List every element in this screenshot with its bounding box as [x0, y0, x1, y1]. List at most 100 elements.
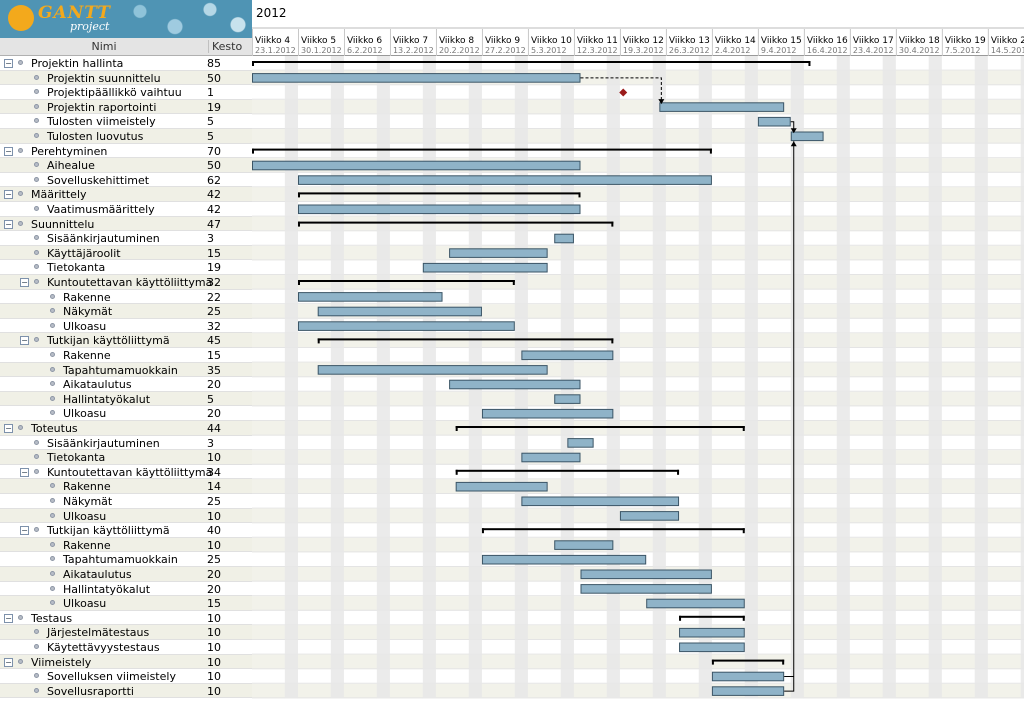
task-duration[interactable]: 5: [207, 392, 214, 406]
task-bar[interactable]: [554, 233, 574, 244]
task-row[interactable]: Käyttäjäroolit 15: [0, 245, 252, 261]
task-duration[interactable]: 62: [207, 173, 221, 187]
task-bar[interactable]: [619, 511, 680, 521]
task-duration[interactable]: 15: [207, 349, 221, 362]
task-name[interactable]: Projektin hallinta: [31, 57, 124, 70]
task-bar[interactable]: [659, 102, 785, 112]
task-bar[interactable]: [521, 350, 614, 361]
task-name[interactable]: Perehtyminen: [31, 144, 108, 158]
task-name[interactable]: Hallintatyökalut: [63, 392, 151, 406]
task-row[interactable]: Rakenne 14: [0, 479, 252, 494]
collapse-toggle-icon[interactable]: −: [4, 146, 13, 156]
column-header-duration[interactable]: Kesto: [208, 40, 252, 53]
collapse-toggle-icon[interactable]: −: [4, 190, 13, 200]
task-row[interactable]: Tulosten viimeistely 5: [0, 114, 252, 129]
task-duration[interactable]: 3: [207, 232, 214, 246]
task-name[interactable]: Käyttäjäroolit: [47, 246, 121, 260]
task-row[interactable]: − Määrittely 42: [0, 187, 252, 202]
task-name[interactable]: Tulosten luovutus: [47, 130, 144, 143]
task-row[interactable]: − Toteutus 44: [0, 421, 252, 436]
milestone-diamond-icon[interactable]: [619, 88, 628, 97]
task-row[interactable]: Ulkoasu 32: [0, 318, 252, 334]
collapse-toggle-icon[interactable]: −: [4, 59, 13, 68]
task-name[interactable]: Tutkijan käyttöliittymä: [47, 524, 170, 538]
collapse-toggle-icon[interactable]: −: [20, 467, 29, 477]
task-name[interactable]: Rakenne: [63, 290, 111, 304]
gantt-chart[interactable]: 2012 Viikko 4 23.1.2012 Viikko 5 30.1.2012 Vi…: [252, 0, 1024, 699]
task-name[interactable]: Kuntoutettavan käyttöliittymä: [47, 276, 213, 289]
task-name[interactable]: Ulkoasu: [63, 319, 107, 333]
task-bar[interactable]: [554, 394, 581, 404]
task-duration[interactable]: 10: [207, 538, 221, 552]
task-name[interactable]: Rakenne: [63, 480, 111, 494]
task-name[interactable]: Projektin raportointi: [47, 100, 157, 114]
task-row[interactable]: Rakenne 15: [0, 348, 252, 363]
task-bar[interactable]: [317, 306, 482, 317]
task-row[interactable]: Ulkoasu 10: [0, 508, 252, 524]
task-row[interactable]: Tapahtumamuokkain 25: [0, 552, 252, 567]
task-row[interactable]: Rakenne 22: [0, 289, 252, 305]
task-name[interactable]: Sovellusraportti: [47, 684, 134, 698]
task-row[interactable]: − Kuntoutettavan käyttöliittymä 32: [0, 275, 252, 290]
task-name[interactable]: Sovelluksen viimeistely: [47, 670, 176, 684]
summary-bar[interactable]: [297, 192, 581, 195]
task-row[interactable]: Hallintatyökalut 20: [0, 581, 252, 597]
task-bar[interactable]: [521, 452, 581, 463]
task-row[interactable]: Sovelluskehittimet 62: [0, 172, 252, 188]
task-duration[interactable]: 25: [207, 495, 221, 508]
task-name[interactable]: Tietokanta: [47, 261, 106, 275]
task-duration[interactable]: 40: [207, 524, 221, 538]
task-row[interactable]: Sovelluksen viimeistely 10: [0, 669, 252, 684]
task-row[interactable]: Ulkoasu 20: [0, 406, 252, 421]
task-name[interactable]: Sovelluskehittimet: [47, 173, 150, 187]
task-duration[interactable]: 10: [207, 509, 221, 523]
task-duration[interactable]: 10: [207, 641, 221, 654]
task-row[interactable]: − Tutkijan käyttöliittymä 40: [0, 523, 252, 538]
task-duration[interactable]: 25: [207, 305, 221, 319]
task-row[interactable]: Vaatimusmäärittely 42: [0, 202, 252, 217]
task-name[interactable]: Aihealue: [47, 159, 95, 173]
task-name[interactable]: Hallintatyökalut: [63, 582, 151, 596]
task-bar[interactable]: [422, 262, 548, 273]
task-duration[interactable]: 44: [207, 422, 221, 435]
task-row[interactable]: Sisäänkirjautuminen 3: [0, 231, 252, 246]
summary-bar[interactable]: [317, 338, 614, 341]
column-header-name[interactable]: Nimi: [91, 40, 117, 53]
task-name[interactable]: Projektipäällikkö vaihtuu: [47, 86, 182, 100]
task-bar[interactable]: [297, 175, 712, 185]
task-name[interactable]: Vaatimusmäärittely: [47, 203, 155, 216]
task-duration[interactable]: 3: [207, 436, 214, 450]
task-bar[interactable]: [711, 686, 785, 696]
task-duration[interactable]: 19: [207, 100, 221, 114]
task-duration[interactable]: 22: [207, 290, 221, 304]
task-duration[interactable]: 10: [207, 670, 221, 684]
task-name[interactable]: Ulkoasu: [63, 407, 107, 421]
task-name[interactable]: Aikataulutus: [63, 378, 132, 392]
task-bar[interactable]: [567, 438, 594, 448]
task-bar[interactable]: [455, 481, 548, 492]
task-name[interactable]: Määrittely: [31, 188, 87, 202]
task-row[interactable]: Aihealue 50: [0, 158, 252, 173]
task-bar[interactable]: [554, 540, 614, 550]
task-duration[interactable]: 70: [207, 144, 221, 158]
task-name[interactable]: Ulkoasu: [63, 597, 107, 611]
collapse-toggle-icon[interactable]: −: [4, 219, 13, 229]
task-duration[interactable]: 14: [207, 480, 221, 494]
task-duration[interactable]: 45: [207, 334, 221, 348]
task-row[interactable]: Projektin suunnittelu 50: [0, 70, 252, 86]
summary-bar[interactable]: [297, 280, 515, 282]
task-row[interactable]: − Perehtyminen 70: [0, 143, 252, 159]
task-name[interactable]: Sisäänkirjautuminen: [47, 436, 160, 450]
task-name[interactable]: Rakenne: [63, 538, 111, 552]
task-name[interactable]: Ulkoasu: [63, 509, 107, 523]
task-name[interactable]: Aikataulutus: [63, 568, 132, 581]
task-name[interactable]: Sisäänkirjautuminen: [47, 232, 160, 246]
task-bar[interactable]: [252, 73, 581, 83]
task-row[interactable]: − Viimeistely 10: [0, 654, 252, 670]
task-name[interactable]: Tietokanta: [47, 451, 106, 465]
task-duration[interactable]: 15: [207, 246, 221, 260]
task-row[interactable]: − Tutkijan käyttöliittymä 45: [0, 333, 252, 348]
task-bar[interactable]: [297, 321, 515, 331]
task-row[interactable]: − Kuntoutettavan käyttöliittymä 34: [0, 464, 252, 480]
task-name[interactable]: Tapahtumamuokkain: [63, 363, 178, 377]
